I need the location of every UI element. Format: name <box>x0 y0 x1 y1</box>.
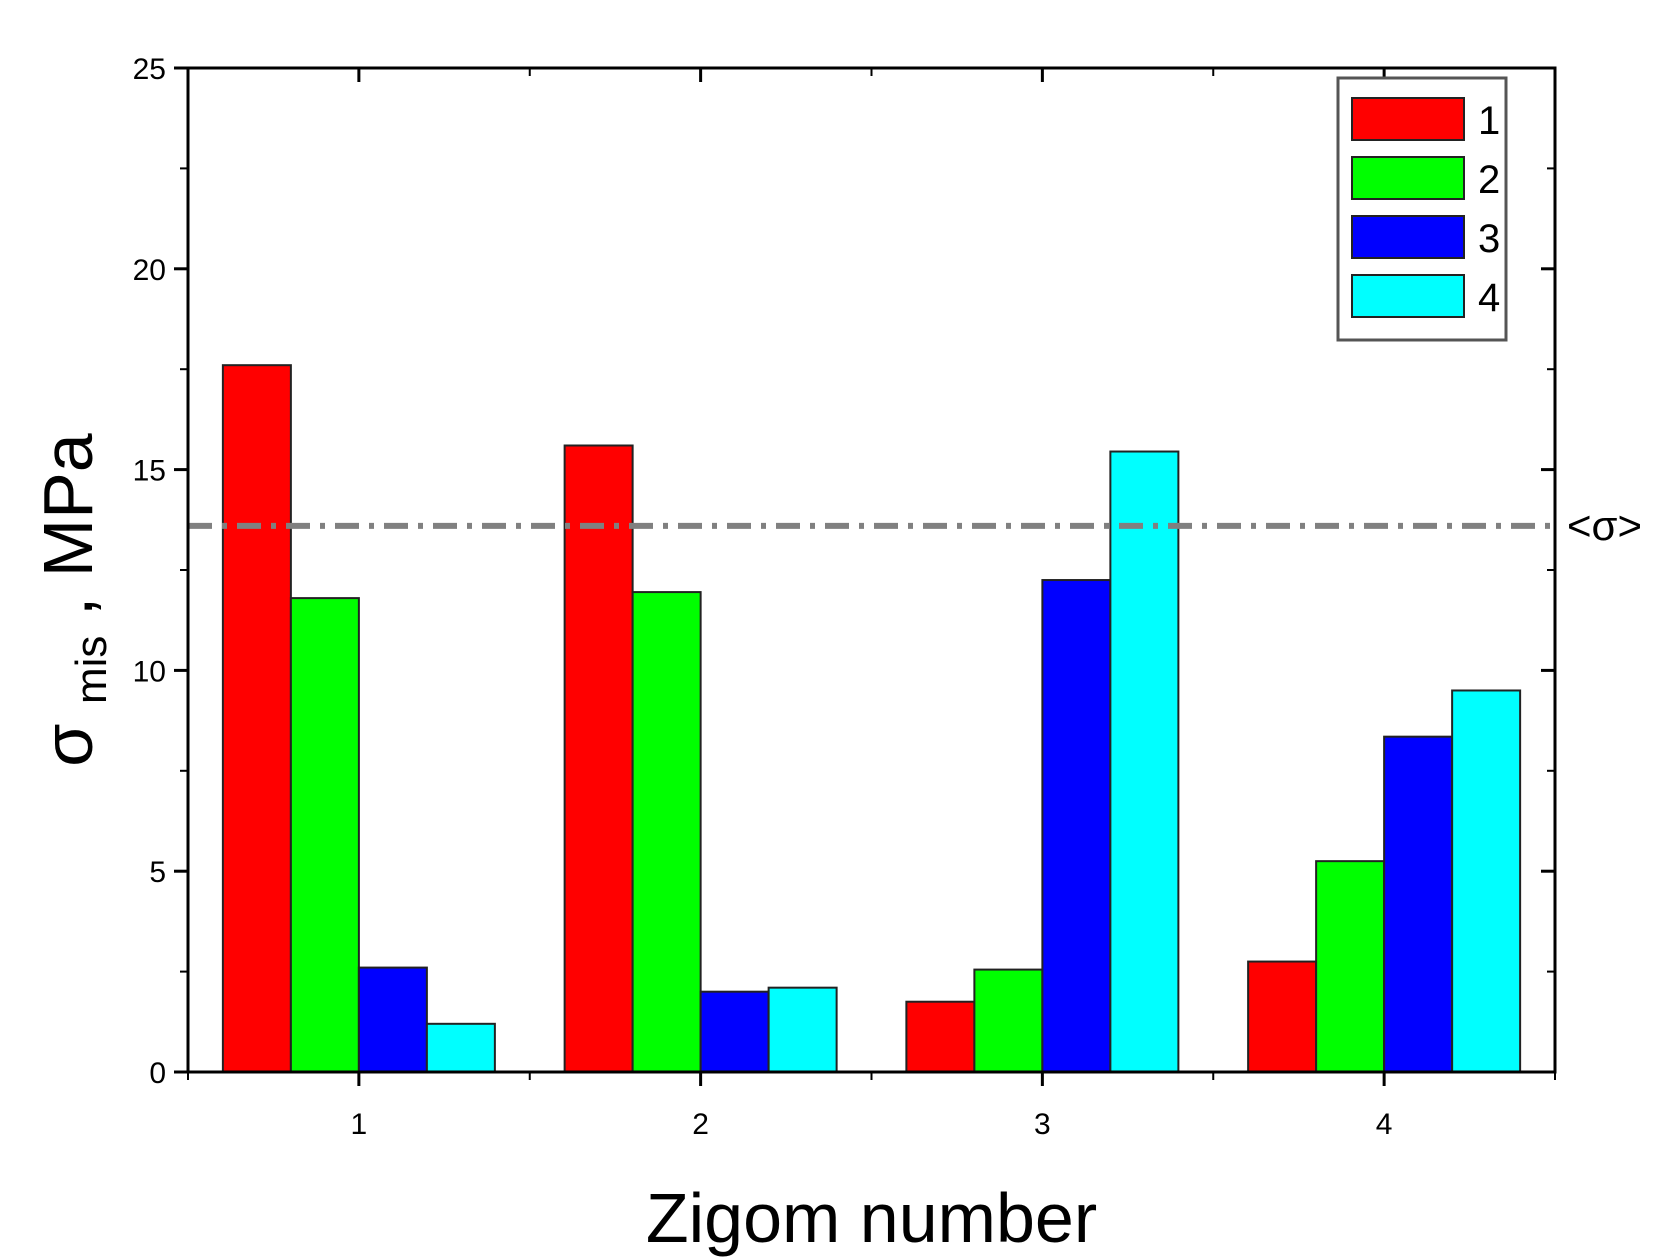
x-axis-title: Zigom number <box>646 1179 1097 1257</box>
legend-label-2: 2 <box>1478 158 1500 202</box>
y-tick-label: 20 <box>133 254 166 287</box>
y-tick-label: 10 <box>133 655 166 688</box>
bar-series-1-cat-2 <box>563 444 634 1073</box>
bar-series-3-cat-2 <box>699 990 770 1073</box>
bar-series-4-cat-3 <box>1109 450 1180 1073</box>
legend-swatch-2 <box>1351 156 1465 200</box>
y-axis-title: σ mis , MPa <box>29 433 121 766</box>
mean-reference-label: <σ> <box>1567 502 1642 549</box>
legend: 1 2 3 4 <box>1336 76 1508 342</box>
bar-series-3-cat-1 <box>357 966 428 1073</box>
x-axis: 1 2 3 4 <box>187 68 1556 1141</box>
bars-layer <box>221 364 1522 1073</box>
bar-series-1-cat-1 <box>221 364 292 1073</box>
y-tick-label: 5 <box>149 856 166 889</box>
bar-series-1-cat-4 <box>1247 960 1318 1073</box>
bar-series-2-cat-3 <box>973 968 1044 1073</box>
x-tick-label: 3 <box>1034 1108 1051 1141</box>
x-tick-label: 1 <box>351 1108 368 1141</box>
bar-series-4-cat-2 <box>767 986 838 1073</box>
y-axis: 0 5 10 15 20 25 <box>133 53 1555 1090</box>
bar-series-2-cat-2 <box>631 591 702 1073</box>
bar-series-2-cat-1 <box>289 597 360 1073</box>
y-tick-label: 25 <box>133 53 166 86</box>
y-axis-title-symbol: σ <box>29 723 107 766</box>
y-tick-label: 15 <box>133 455 166 488</box>
x-tick-label: 2 <box>692 1108 709 1141</box>
legend-swatch-4 <box>1351 274 1465 318</box>
legend-label-3: 3 <box>1478 217 1500 261</box>
bar-series-3-cat-4 <box>1383 735 1454 1073</box>
y-tick-label: 0 <box>149 1057 166 1090</box>
bar-series-1-cat-3 <box>905 1000 976 1073</box>
bar-series-2-cat-4 <box>1315 860 1386 1073</box>
legend-label-1: 1 <box>1478 99 1500 143</box>
x-tick-label: 4 <box>1376 1108 1393 1141</box>
y-axis-title-subscript: mis <box>67 636 116 704</box>
y-axis-title-suffix: , MPa <box>29 433 107 616</box>
bar-series-4-cat-1 <box>425 1022 496 1073</box>
legend-swatch-3 <box>1351 215 1465 259</box>
bar-series-4-cat-4 <box>1451 689 1522 1073</box>
legend-label-4: 4 <box>1478 276 1500 320</box>
bar-series-3-cat-3 <box>1041 579 1112 1073</box>
legend-swatch-1 <box>1351 97 1465 141</box>
